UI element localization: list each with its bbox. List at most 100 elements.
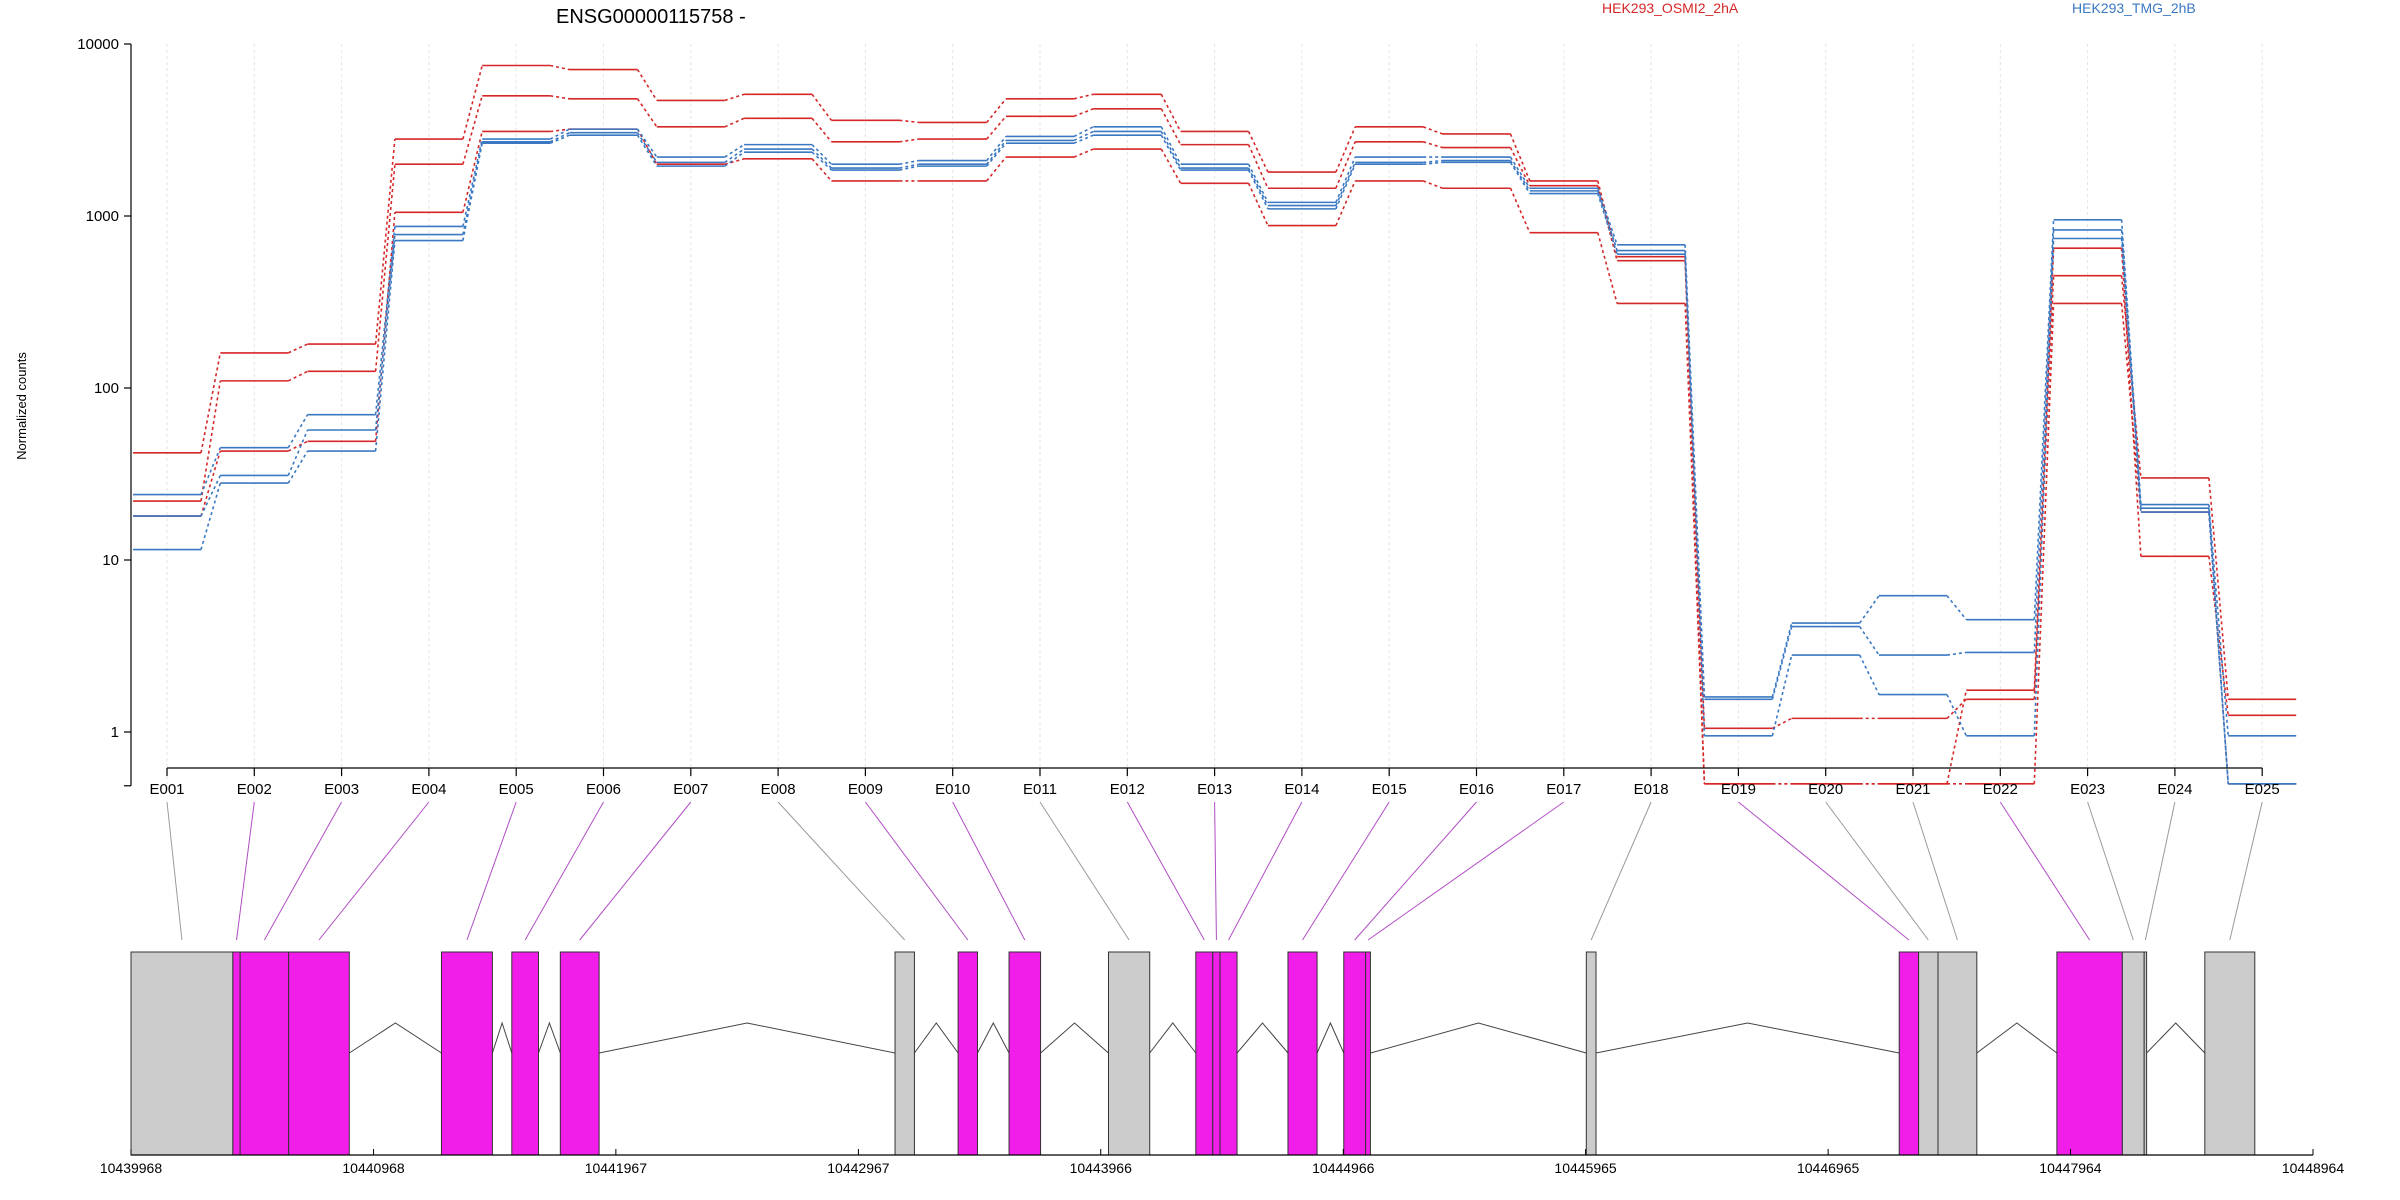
exon-connector bbox=[1912, 801, 1958, 941]
exon-label: E002 bbox=[237, 781, 272, 798]
exon-transition bbox=[811, 93, 833, 121]
y-tick-label: 100 bbox=[94, 380, 119, 397]
exon-transition bbox=[1771, 626, 1793, 700]
exon-transition bbox=[1859, 626, 1880, 656]
exon-box bbox=[1195, 951, 1214, 1156]
coordinate-label: 10439968 bbox=[100, 1160, 163, 1176]
exon-connector bbox=[318, 801, 430, 941]
exon-label: E010 bbox=[935, 781, 970, 798]
exon-transition bbox=[899, 159, 919, 166]
coordinate-label: 10444966 bbox=[1312, 1160, 1375, 1176]
exon-transition bbox=[1509, 156, 1531, 189]
exon-transition bbox=[549, 128, 570, 140]
exon-label: E014 bbox=[1284, 781, 1319, 798]
exon-transition bbox=[1509, 147, 1531, 187]
exon-transition bbox=[2033, 229, 2055, 653]
exon-transition bbox=[1073, 126, 1094, 138]
y-tick-label: 1000 bbox=[86, 208, 119, 225]
exon-transition bbox=[1684, 303, 1706, 784]
exon-transition bbox=[724, 158, 745, 165]
intron-line bbox=[1236, 1022, 1289, 1054]
exon-transition bbox=[724, 93, 745, 102]
exon-transition bbox=[1772, 717, 1793, 730]
exon-transition bbox=[986, 139, 1007, 165]
exon-transition bbox=[899, 163, 919, 169]
exon-transition bbox=[1247, 144, 1269, 189]
exon-transition bbox=[287, 429, 309, 476]
exon-box bbox=[1008, 951, 1042, 1156]
exon-transition bbox=[1160, 126, 1182, 165]
exon-transition bbox=[2120, 248, 2142, 557]
exon-connector bbox=[1126, 801, 1205, 941]
exon-transition bbox=[1946, 690, 1968, 784]
exon-transition bbox=[1859, 595, 1880, 624]
y-axis: 1 10 100 1000 10000 bbox=[77, 36, 132, 787]
intron-line bbox=[1316, 1021, 1345, 1054]
intron-line bbox=[2146, 1022, 2206, 1054]
exon-connector bbox=[1214, 801, 1217, 941]
exon-transition bbox=[2208, 477, 2229, 700]
coordinate-label: 10447964 bbox=[2039, 1160, 2102, 1176]
exon-connector bbox=[777, 801, 906, 941]
coordinate-label: 10445965 bbox=[1554, 1160, 1617, 1176]
exon-transition bbox=[374, 164, 396, 372]
exon-transition bbox=[287, 370, 308, 382]
exon-connector bbox=[1354, 801, 1477, 941]
exon-transition bbox=[1073, 108, 1094, 118]
exon-transition bbox=[1946, 698, 1967, 719]
exon-label: E022 bbox=[1983, 781, 2018, 798]
exon-transition bbox=[1946, 651, 1967, 656]
intron-line bbox=[977, 1021, 1010, 1054]
exon-transition bbox=[2120, 275, 2142, 479]
exon-transition bbox=[899, 138, 919, 143]
exon-transition bbox=[1597, 190, 1618, 251]
exon-label: E016 bbox=[1459, 781, 1494, 798]
exon-box bbox=[440, 951, 493, 1156]
exon-transition bbox=[1335, 141, 1356, 189]
exon-transition bbox=[287, 450, 309, 484]
exon-label: E001 bbox=[149, 781, 184, 798]
exon-transition bbox=[1422, 141, 1443, 149]
exon-connector bbox=[2229, 801, 2263, 941]
exon-transition bbox=[2208, 504, 2229, 736]
coordinate-label: 10441967 bbox=[585, 1160, 648, 1176]
exon-transition bbox=[1073, 134, 1094, 144]
exon-box bbox=[1585, 951, 1597, 1156]
exon-box bbox=[1287, 951, 1318, 1156]
exon-transition bbox=[287, 343, 308, 354]
intron-line bbox=[914, 1022, 959, 1054]
exon-transition bbox=[724, 143, 745, 158]
y-tick-label: 1 bbox=[111, 724, 119, 741]
exon-transition bbox=[1597, 180, 1618, 257]
exon-label: E015 bbox=[1372, 781, 1407, 798]
exon-transition bbox=[200, 380, 222, 502]
exon-transition bbox=[636, 128, 658, 158]
exon-transition bbox=[200, 450, 222, 517]
exon-box bbox=[288, 951, 350, 1156]
exon-transition bbox=[1597, 193, 1618, 255]
exon-box bbox=[1212, 951, 1221, 1156]
exon-connector bbox=[2087, 801, 2134, 941]
exon-transition bbox=[986, 115, 1007, 140]
exon-transition bbox=[986, 142, 1007, 167]
exon-transition bbox=[1160, 93, 1182, 132]
exon-connector bbox=[952, 801, 1026, 941]
exon-label: E011 bbox=[1023, 781, 1057, 798]
exon-box bbox=[2143, 951, 2148, 1156]
coordinate-label: 10446965 bbox=[1797, 1160, 1860, 1176]
exon-transition bbox=[1335, 163, 1356, 210]
exon-transition bbox=[1422, 180, 1443, 189]
exon-transition bbox=[2033, 303, 2055, 784]
exon-label: E017 bbox=[1546, 781, 1581, 798]
exon-box bbox=[1365, 951, 1371, 1156]
exon-transition bbox=[1160, 148, 1182, 184]
exon-box bbox=[130, 951, 234, 1156]
series-line bbox=[133, 126, 2297, 737]
exon-transition bbox=[1684, 254, 1706, 736]
exon-box bbox=[2056, 951, 2123, 1156]
exon-transition bbox=[811, 117, 833, 143]
exon-transition bbox=[1509, 133, 1531, 182]
exon-transition bbox=[1858, 654, 1880, 695]
intron-line bbox=[491, 1021, 513, 1054]
exon-transition bbox=[374, 240, 396, 452]
